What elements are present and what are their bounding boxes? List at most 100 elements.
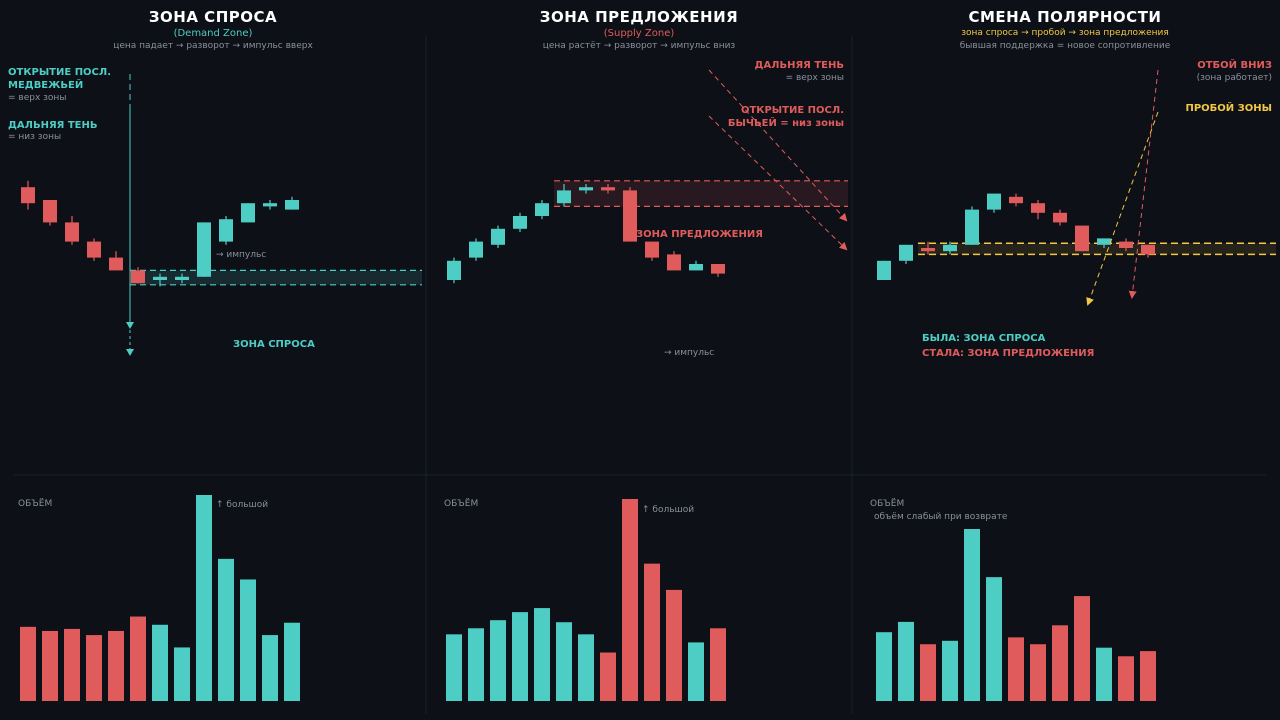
bull-candle <box>285 200 299 210</box>
volume-bar <box>1140 651 1156 701</box>
zone-rect <box>918 243 1276 255</box>
p3-volume-note: объём слабый при возврате <box>874 512 1008 522</box>
bull-candle <box>987 193 1001 210</box>
panel-2-title: ЗОНА ПРЕДЛОЖЕНИЯ <box>539 8 739 26</box>
volume-bar <box>1118 656 1134 701</box>
bull-candle <box>943 244 957 252</box>
volume-bar <box>942 640 958 701</box>
bear-candle <box>601 187 615 191</box>
volume-bar <box>876 632 892 701</box>
p2-wick-sub: = верх зоны <box>785 73 844 83</box>
volume-bar <box>512 612 528 701</box>
p2-impulse: → импульс <box>664 348 715 358</box>
panel-2-subtitle-desc: цена растёт → разворот → импульс вниз <box>542 41 736 51</box>
bull-candle <box>689 264 703 271</box>
volume-bar <box>262 635 278 701</box>
volume-bar <box>1008 637 1024 701</box>
volume-bar <box>130 616 146 701</box>
bear-candle <box>711 264 725 274</box>
volume-bar <box>666 589 682 701</box>
bear-candle <box>1119 241 1133 248</box>
zone-rect <box>554 180 848 207</box>
volume-bar <box>898 621 914 701</box>
bull-candle <box>965 209 979 245</box>
volume-bar <box>86 635 102 701</box>
panel-1-subtitle-en: (Demand Zone) <box>173 28 253 39</box>
panel-2-subtitle-en: (Supply Zone) <box>603 28 675 39</box>
bear-candle <box>87 241 101 258</box>
p1-arrow-bottom-icon <box>126 349 134 356</box>
p1-volume-title: ОБЪЁМ <box>18 499 53 509</box>
volume-bar <box>920 644 936 701</box>
p3-bounce-sub: (зона работает) <box>1196 73 1272 83</box>
bear-candle <box>1031 203 1045 213</box>
p3-now-label: СТАЛА: ЗОНА ПРЕДЛОЖЕНИЯ <box>922 348 1095 359</box>
p1-open-label-1: ОТКРЫТИЕ ПОСЛ. <box>8 67 112 78</box>
bull-candle <box>899 244 913 261</box>
p2-volume-title: ОБЪЁМ <box>444 499 479 509</box>
volume-bar <box>964 529 980 701</box>
volume-bar <box>556 622 572 701</box>
volume-bar <box>196 495 212 701</box>
volume-bar <box>284 622 300 701</box>
volume-bar <box>600 652 616 701</box>
volume-bar <box>1074 596 1090 701</box>
p1-open-sub: = верх зоны <box>8 93 67 103</box>
bull-candle <box>491 228 505 245</box>
p1-open-label-2: МЕДВЕЖЬЕЙ <box>8 80 84 91</box>
bear-candle <box>645 241 659 258</box>
volume-bar <box>108 630 124 701</box>
bear-candle <box>623 190 637 242</box>
panel-3-subtitle-en: зона спроса → пробой → зона предложения <box>961 28 1169 38</box>
bull-candle <box>877 260 891 280</box>
p1-impulse: → импульс <box>216 250 267 260</box>
bear-candle <box>21 187 35 204</box>
p2-wick-label: ДАЛЬНЯЯ ТЕНЬ <box>754 60 844 71</box>
bull-candle <box>447 260 461 280</box>
p1-wick-sub: = низ зоны <box>8 132 62 142</box>
zone-rect <box>130 270 422 285</box>
volume-bar <box>446 634 462 701</box>
p1-volume-note: ↑ большой <box>216 500 269 510</box>
bear-candle <box>1009 196 1023 204</box>
volume-bar <box>490 620 506 701</box>
p3-break-arrow <box>1086 111 1159 306</box>
p2-open-label-1: ОТКРЫТИЕ ПОСЛ. <box>740 105 844 116</box>
volume-bar <box>152 624 168 701</box>
p3-volume-title: ОБЪЁМ <box>870 499 905 509</box>
bull-candle <box>219 219 233 242</box>
bear-candle <box>921 248 935 252</box>
panel-1-subtitle-desc: цена падает → разворот → импульс вверх <box>113 41 313 51</box>
p2-wick-arrow <box>708 69 848 222</box>
bear-candle <box>667 254 681 271</box>
volume-bar <box>64 628 80 701</box>
volume-bar <box>240 579 256 701</box>
volume-bar <box>534 608 550 701</box>
bull-candle <box>263 203 277 207</box>
bear-candle <box>65 222 79 242</box>
bull-candle <box>1097 238 1111 245</box>
bear-candle <box>1141 244 1155 255</box>
p2-open-label-2: БЫЧЬЕЙ = низ зоны <box>727 118 844 129</box>
p1-wick-label: ДАЛЬНЯЯ ТЕНЬ <box>8 120 98 131</box>
bear-candle <box>1053 212 1067 223</box>
bear-candle <box>1075 225 1089 252</box>
bull-candle <box>241 203 255 223</box>
bear-candle <box>43 200 57 223</box>
p1-zone-label: ЗОНА СПРОСА <box>233 339 315 350</box>
bull-candle <box>197 222 211 277</box>
p2-zone-label: ЗОНА ПРЕДЛОЖЕНИЯ <box>636 229 763 240</box>
bull-candle <box>513 216 527 229</box>
volume-bar <box>20 626 36 701</box>
p2-volume-note: ↑ большой <box>642 505 695 515</box>
bear-candle <box>131 270 145 284</box>
bull-candle <box>557 190 571 204</box>
volume-bar <box>1030 644 1046 701</box>
bull-candle <box>469 241 483 258</box>
p3-break-label: ПРОБОЙ ЗОНЫ <box>1185 103 1272 114</box>
bull-candle <box>153 276 167 280</box>
volume-bar <box>622 499 638 701</box>
volume-bar <box>688 642 704 701</box>
volume-bar <box>468 628 484 701</box>
